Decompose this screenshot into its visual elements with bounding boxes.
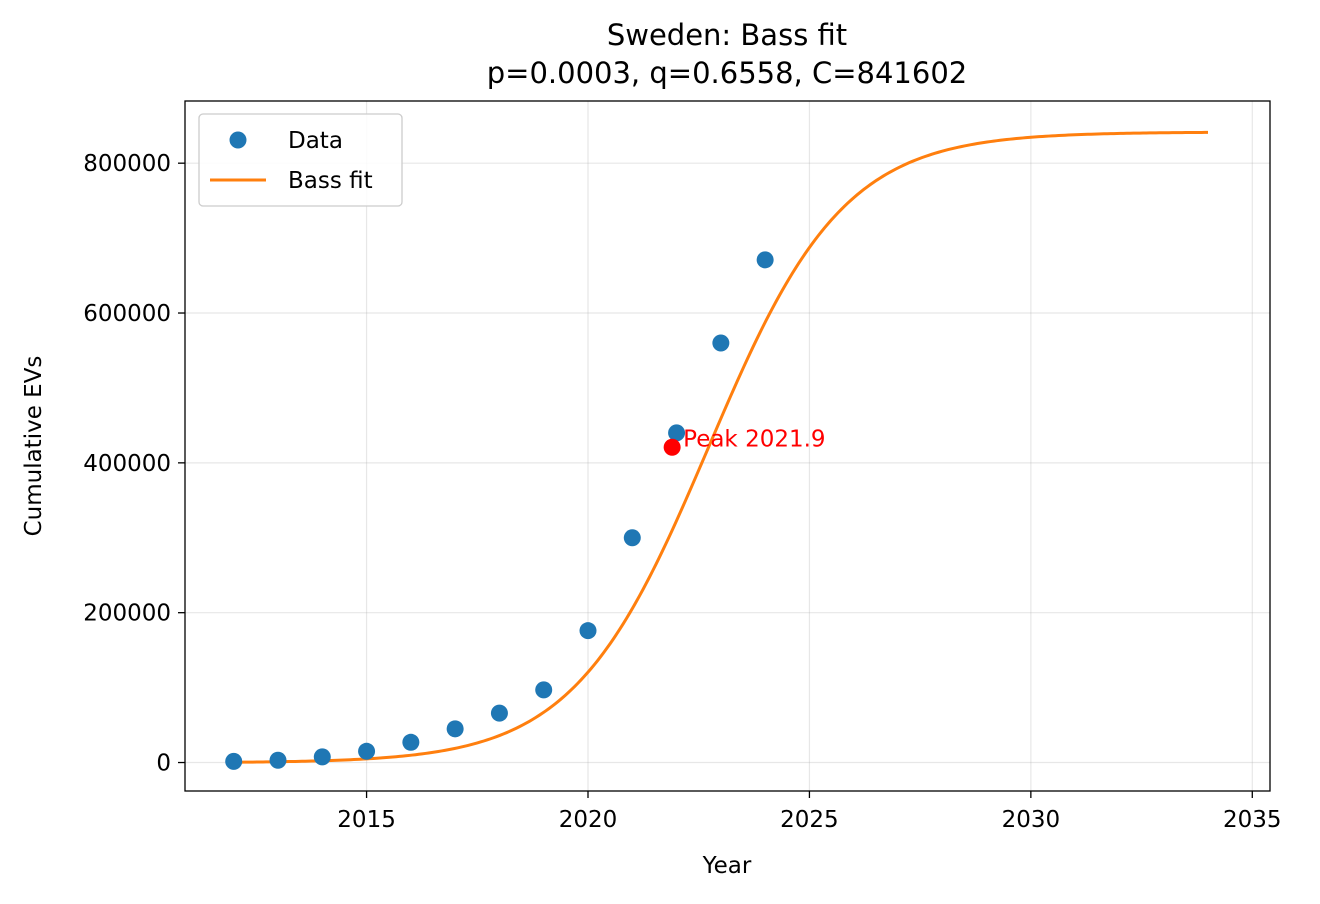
plot-frame [184, 100, 1271, 792]
data-point [225, 752, 243, 770]
peak-marker [663, 438, 681, 456]
data-point [535, 681, 553, 699]
data-point [490, 704, 508, 722]
data-point [756, 251, 774, 269]
peak-label: Peak 2021.9 [683, 426, 825, 452]
data-point [402, 733, 420, 751]
y-axis-label: Cumulative EVs [21, 356, 47, 537]
chart-title: Sweden: Bass fit [607, 18, 847, 52]
y-tick-label: 800000 [83, 151, 171, 177]
data-points-layer [225, 251, 774, 770]
x-tick-label: 2020 [559, 807, 618, 833]
y-tick-label: 400000 [83, 451, 171, 477]
data-point [446, 720, 464, 738]
legend-marker-data [229, 131, 247, 149]
data-point [579, 622, 597, 640]
data-point [313, 748, 331, 766]
axis-ticks: 2015 2020 2025 2030 2035 0 200000 400000 600000 8… [83, 151, 1281, 833]
legend: Data Bass fit [198, 113, 403, 207]
grid-lines [185, 101, 1270, 791]
y-tick-label: 600000 [83, 301, 171, 327]
legend-label-data: Data [288, 128, 343, 154]
fit-line-layer [233, 130, 1209, 764]
annotation-layer: Peak 2021.9 [663, 426, 826, 456]
data-point [623, 529, 641, 547]
x-axis-label: Year [702, 853, 752, 879]
data-point [668, 424, 686, 442]
data-point [269, 751, 287, 769]
y-tick-label: 0 [156, 751, 171, 777]
x-tick-label: 2025 [780, 807, 839, 833]
data-point [712, 334, 730, 352]
legend-label-bass-fit: Bass fit [288, 168, 373, 194]
bass-fit-line [233, 130, 1209, 764]
data-point [358, 742, 376, 760]
x-tick-label: 2030 [1002, 807, 1061, 833]
y-tick-label: 200000 [83, 601, 171, 627]
x-tick-label: 2015 [337, 807, 396, 833]
chart-subtitle: p=0.0003, q=0.6558, C=841602 [487, 56, 967, 90]
x-tick-label: 2035 [1223, 807, 1282, 833]
legend-box [198, 113, 403, 207]
